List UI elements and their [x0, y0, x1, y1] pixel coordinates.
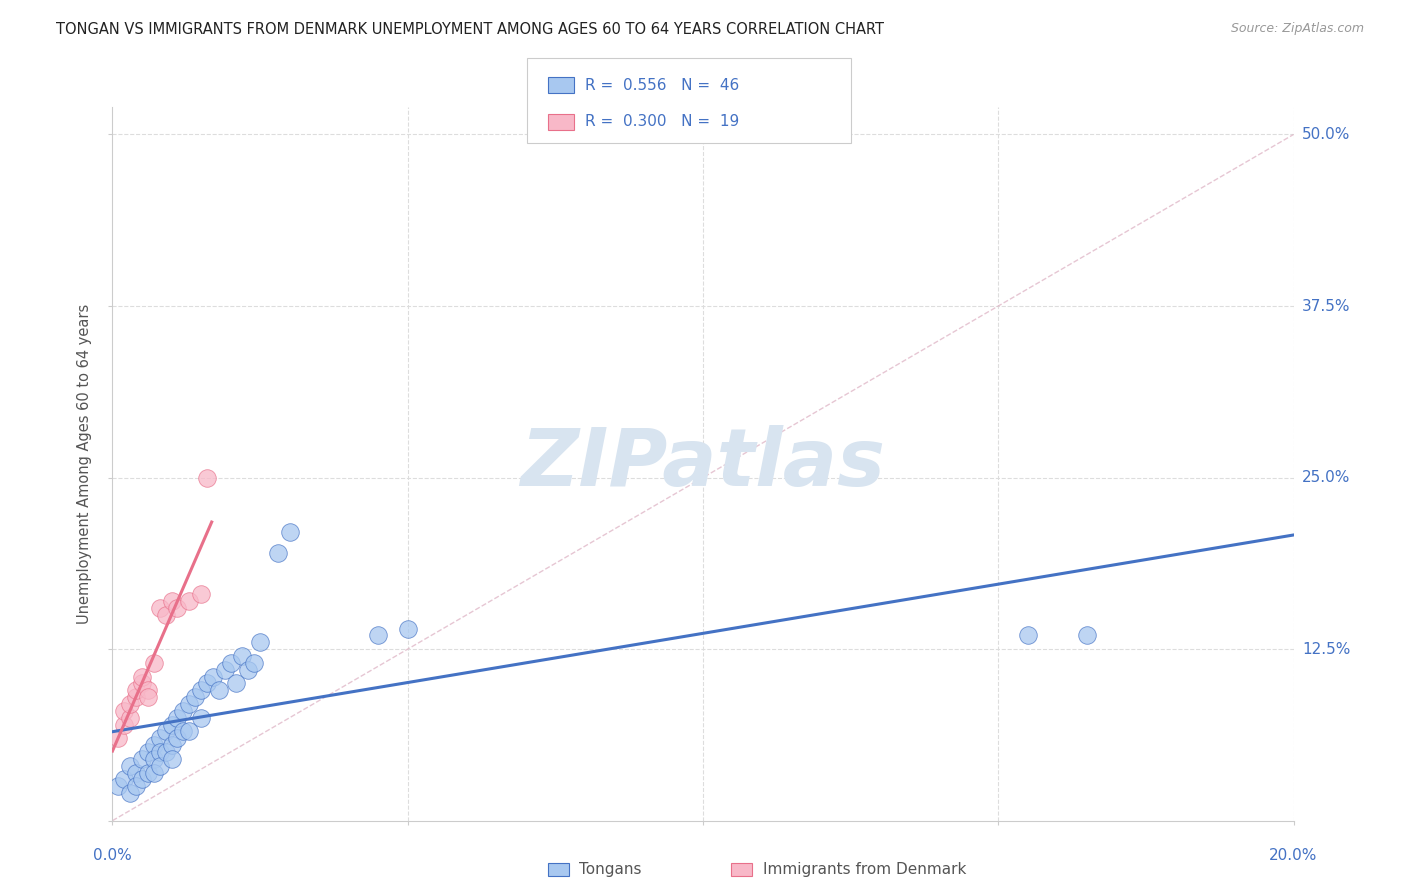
Point: [131, 752, 153, 766]
Point: [160, 717, 183, 731]
Text: 25.0%: 25.0%: [1302, 470, 1350, 485]
Point: [1076, 628, 1098, 642]
Point: [214, 663, 236, 677]
Point: [149, 601, 172, 615]
Point: [125, 765, 148, 780]
Point: [184, 690, 207, 705]
Text: R =  0.300   N =  19: R = 0.300 N = 19: [585, 114, 740, 129]
Point: [131, 669, 153, 683]
Point: [179, 594, 201, 608]
Text: ZIPatlas: ZIPatlas: [520, 425, 886, 503]
Point: [172, 704, 194, 718]
Point: [225, 676, 247, 690]
Point: [267, 546, 290, 560]
Y-axis label: Unemployment Among Ages 60 to 64 years: Unemployment Among Ages 60 to 64 years: [77, 303, 93, 624]
Point: [112, 717, 135, 731]
Point: [112, 772, 135, 787]
Text: 37.5%: 37.5%: [1302, 299, 1350, 313]
Point: [120, 758, 142, 772]
Point: [166, 731, 188, 746]
Point: [172, 724, 194, 739]
Point: [219, 656, 242, 670]
Point: [136, 690, 159, 705]
Text: TONGAN VS IMMIGRANTS FROM DENMARK UNEMPLOYMENT AMONG AGES 60 TO 64 YEARS CORRELA: TONGAN VS IMMIGRANTS FROM DENMARK UNEMPL…: [56, 22, 884, 37]
Point: [142, 656, 165, 670]
Point: [195, 470, 218, 484]
Text: 20.0%: 20.0%: [1270, 848, 1317, 863]
Text: 50.0%: 50.0%: [1302, 127, 1350, 142]
Point: [136, 765, 159, 780]
Point: [166, 601, 188, 615]
Point: [367, 628, 389, 642]
Point: [238, 663, 260, 677]
Point: [125, 683, 148, 698]
Point: [249, 635, 271, 649]
Point: [155, 745, 177, 759]
Point: [243, 656, 266, 670]
Point: [142, 738, 165, 752]
Point: [149, 731, 172, 746]
Point: [201, 669, 224, 683]
Point: [149, 745, 172, 759]
Text: R =  0.556   N =  46: R = 0.556 N = 46: [585, 78, 740, 93]
Point: [155, 607, 177, 622]
Point: [160, 594, 183, 608]
Point: [190, 587, 212, 601]
Point: [131, 676, 153, 690]
Point: [1017, 628, 1039, 642]
Text: Tongans: Tongans: [579, 863, 641, 877]
Point: [166, 711, 188, 725]
Point: [120, 697, 142, 711]
Point: [179, 697, 201, 711]
Point: [396, 622, 419, 636]
Point: [190, 683, 212, 698]
Point: [107, 780, 129, 794]
Point: [120, 786, 142, 800]
Text: Immigrants from Denmark: Immigrants from Denmark: [763, 863, 967, 877]
Point: [142, 752, 165, 766]
Point: [195, 676, 218, 690]
Text: 12.5%: 12.5%: [1302, 641, 1350, 657]
Point: [179, 724, 201, 739]
Point: [142, 765, 165, 780]
Point: [107, 731, 129, 746]
Point: [160, 738, 183, 752]
Point: [136, 683, 159, 698]
Point: [160, 752, 183, 766]
Point: [125, 690, 148, 705]
Point: [278, 525, 301, 540]
Point: [190, 711, 212, 725]
Point: [125, 780, 148, 794]
Point: [112, 704, 135, 718]
Point: [149, 758, 172, 772]
Point: [136, 745, 159, 759]
Text: Source: ZipAtlas.com: Source: ZipAtlas.com: [1230, 22, 1364, 36]
Point: [131, 772, 153, 787]
Point: [155, 724, 177, 739]
Point: [208, 683, 231, 698]
Point: [120, 711, 142, 725]
Text: 0.0%: 0.0%: [93, 848, 132, 863]
Point: [231, 648, 253, 663]
